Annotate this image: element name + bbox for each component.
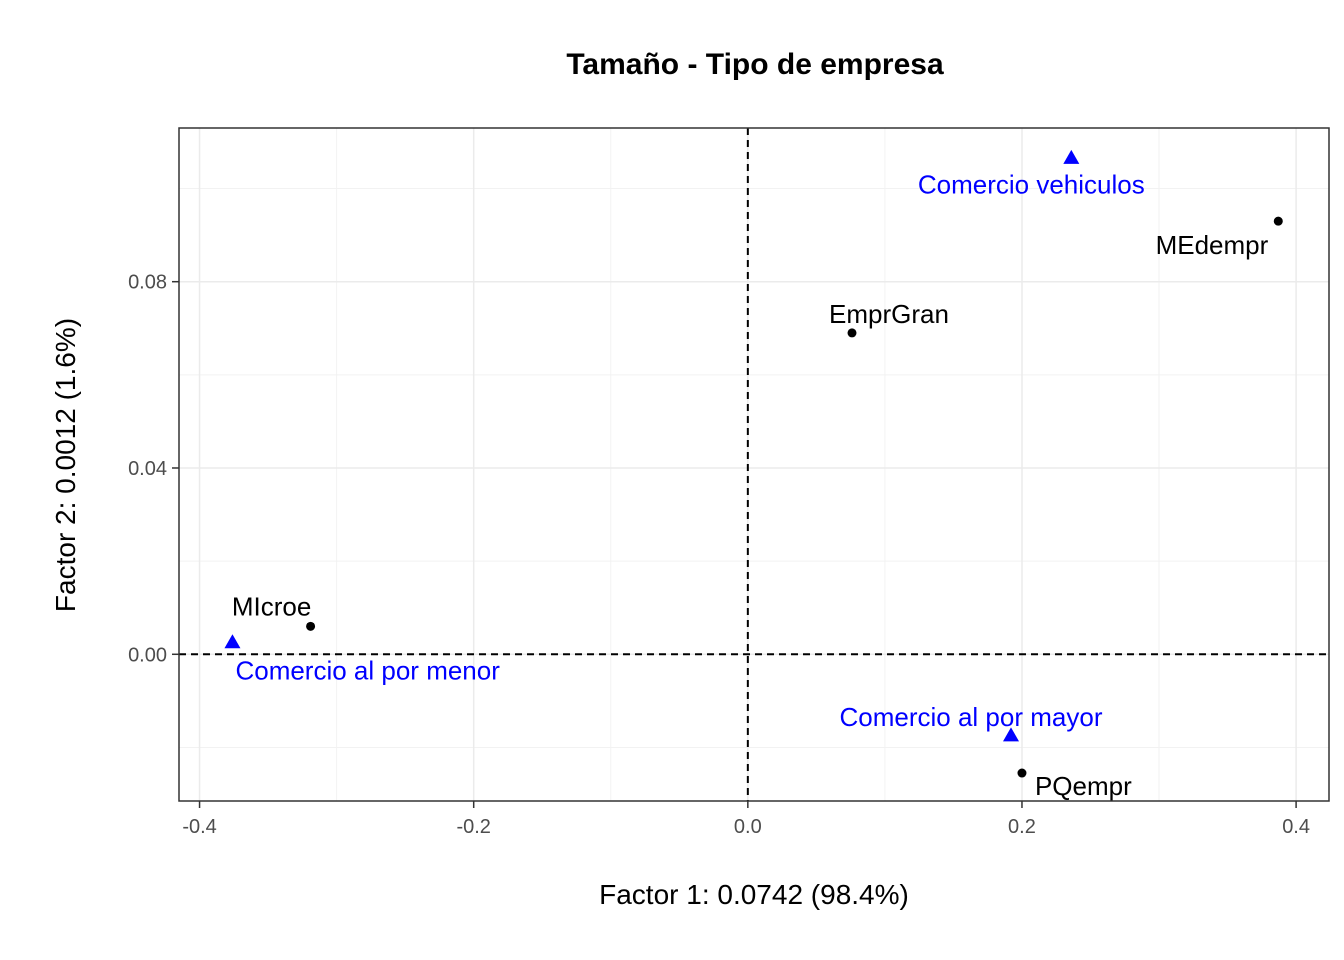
plot-panel-border — [178, 127, 1330, 802]
y-tick-label: 0.00 — [128, 644, 167, 666]
x-tick-label: -0.2 — [456, 816, 490, 838]
point-pqempr — [1017, 768, 1027, 778]
x-axis-ticks: -0.4 -0.2 0.0 0.2 0.4 — [182, 801, 1310, 838]
point-emprgran — [847, 328, 857, 338]
reference-lines — [179, 128, 1329, 801]
y-tick-label: 0.04 — [128, 458, 167, 480]
point-microe — [306, 621, 316, 631]
x-tick-label: 0.0 — [734, 816, 762, 838]
point-comercio-al-por-menor — [224, 634, 241, 649]
point-comercio-vehiculos — [1063, 149, 1080, 164]
y-axis-title: Factor 2: 0.0012 (1.6%) — [50, 318, 81, 612]
label-pqempr: PQempr — [1035, 771, 1132, 801]
label-microe: MIcroe — [232, 591, 311, 621]
x-tick-label: 0.4 — [1282, 816, 1310, 838]
x-axis-title: Factor 1: 0.0742 (98.4%) — [599, 879, 909, 910]
label-medempr: MEdempr — [1156, 230, 1269, 260]
point-medempr — [1273, 216, 1283, 226]
data-points — [224, 149, 1283, 778]
label-comercio-al-por-menor: Comercio al por menor — [235, 656, 500, 686]
label-comercio-vehiculos: Comercio vehiculos — [918, 169, 1145, 199]
y-axis-ticks: 0.00 0.04 0.08 — [128, 272, 179, 666]
label-emprgran: EmprGran — [829, 299, 949, 329]
x-tick-label: -0.4 — [182, 816, 216, 838]
chart-title: Tamaño - Tipo de empresa — [566, 48, 944, 81]
label-comercio-al-por-mayor: Comercio al por mayor — [840, 702, 1103, 732]
x-tick-label: 0.2 — [1008, 816, 1036, 838]
point-labels: MEdempr EmprGran MIcroe PQempr Comercio vehi… — [232, 169, 1269, 801]
point-comercio-al-por-mayor — [1003, 727, 1020, 742]
y-tick-label: 0.08 — [128, 272, 167, 294]
